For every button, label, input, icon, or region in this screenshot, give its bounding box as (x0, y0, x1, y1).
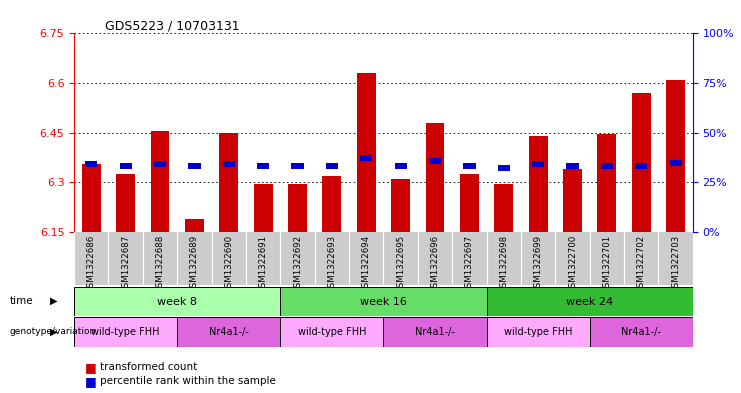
Text: Nr4a1-/-: Nr4a1-/- (209, 327, 249, 337)
Bar (601, 163, 613, 169)
Text: transformed count: transformed count (100, 362, 197, 373)
Bar (597, 134, 617, 232)
Text: GSM1322703: GSM1322703 (671, 235, 680, 293)
Bar (528, 136, 548, 232)
Bar (563, 169, 582, 232)
Bar (460, 174, 479, 232)
Bar (150, 131, 170, 232)
Bar (74, 287, 280, 316)
Text: ■: ■ (85, 361, 97, 374)
Bar (253, 184, 273, 232)
Text: week 16: week 16 (360, 297, 407, 307)
Bar (383, 317, 487, 347)
Text: GSM1322698: GSM1322698 (499, 235, 508, 293)
Bar (280, 287, 487, 316)
Bar (185, 219, 204, 232)
Text: Nr4a1-/-: Nr4a1-/- (622, 327, 661, 337)
Text: percentile rank within the sample: percentile rank within the sample (100, 376, 276, 386)
Bar (357, 73, 376, 232)
Text: GSM1322687: GSM1322687 (122, 235, 130, 293)
Text: time: time (10, 296, 33, 306)
Text: wild-type FHH: wild-type FHH (91, 327, 160, 337)
Text: GSM1322702: GSM1322702 (637, 235, 645, 293)
Text: Nr4a1-/-: Nr4a1-/- (415, 327, 455, 337)
Bar (632, 93, 651, 232)
Bar (463, 163, 476, 169)
Text: GSM1322692: GSM1322692 (293, 235, 302, 293)
Text: GSM1322690: GSM1322690 (225, 235, 233, 293)
Text: genotype/variation: genotype/variation (10, 327, 96, 336)
Bar (85, 162, 97, 167)
Text: ■: ■ (85, 375, 97, 388)
Text: week 8: week 8 (157, 297, 197, 307)
Bar (119, 163, 132, 169)
Text: wild-type FHH: wild-type FHH (504, 327, 572, 337)
Text: GSM1322696: GSM1322696 (431, 235, 439, 293)
Bar (219, 132, 239, 232)
Bar (360, 155, 373, 161)
Bar (322, 176, 342, 232)
Text: ▶: ▶ (50, 327, 58, 337)
Bar (666, 80, 685, 232)
Text: GSM1322688: GSM1322688 (156, 235, 165, 293)
Bar (498, 165, 510, 171)
Bar (429, 158, 441, 164)
Text: GSM1322691: GSM1322691 (259, 235, 268, 293)
Bar (635, 163, 648, 169)
Bar (82, 164, 101, 232)
Text: GSM1322699: GSM1322699 (534, 235, 542, 292)
Bar (257, 163, 269, 169)
Bar (326, 163, 338, 169)
Bar (154, 162, 166, 167)
Bar (532, 162, 545, 167)
Text: ▶: ▶ (50, 296, 58, 306)
Bar (590, 317, 693, 347)
Bar (280, 317, 384, 347)
Text: GSM1322697: GSM1322697 (465, 235, 474, 293)
Text: GSM1322693: GSM1322693 (328, 235, 336, 293)
Text: GSM1322694: GSM1322694 (362, 235, 370, 293)
Bar (494, 184, 514, 232)
Text: GSM1322700: GSM1322700 (568, 235, 577, 293)
Bar (177, 317, 280, 347)
Text: week 24: week 24 (566, 297, 614, 307)
Bar (487, 317, 590, 347)
Bar (291, 163, 304, 169)
Bar (188, 163, 201, 169)
Text: GSM1322689: GSM1322689 (190, 235, 199, 293)
Bar (487, 287, 693, 316)
Bar (394, 163, 407, 169)
Bar (425, 123, 445, 232)
Bar (222, 162, 235, 167)
Bar (288, 184, 307, 232)
Bar (74, 317, 177, 347)
Text: wild-type FHH: wild-type FHH (298, 327, 366, 337)
Bar (391, 179, 410, 232)
Bar (670, 160, 682, 166)
Text: GDS5223 / 10703131: GDS5223 / 10703131 (105, 19, 239, 32)
Bar (566, 163, 579, 169)
Text: GSM1322686: GSM1322686 (87, 235, 96, 293)
Bar (116, 174, 135, 232)
Text: GSM1322701: GSM1322701 (602, 235, 611, 293)
Text: GSM1322695: GSM1322695 (396, 235, 405, 293)
